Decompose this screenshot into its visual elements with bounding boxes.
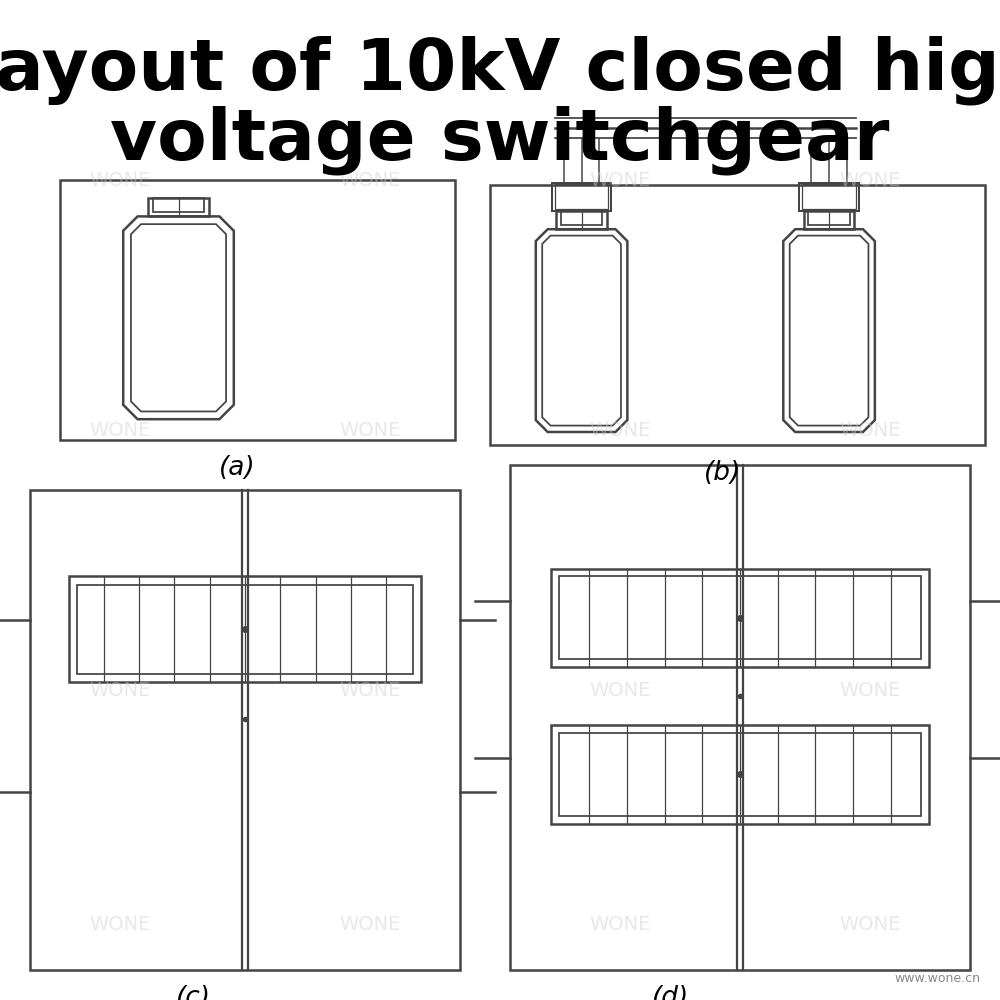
Bar bbox=[559, 733, 921, 816]
Bar bbox=[555, 184, 608, 209]
Bar bbox=[148, 198, 209, 216]
Bar bbox=[551, 725, 929, 824]
Bar bbox=[77, 585, 413, 674]
Text: WONE: WONE bbox=[89, 420, 151, 440]
Text: voltage switchgear: voltage switchgear bbox=[110, 105, 890, 175]
Text: WONE: WONE bbox=[589, 916, 651, 934]
Text: WONE: WONE bbox=[339, 680, 401, 700]
Text: WONE: WONE bbox=[589, 420, 651, 440]
Bar bbox=[561, 211, 602, 225]
Text: Layout of 10kV closed high: Layout of 10kV closed high bbox=[0, 35, 1000, 105]
Bar bbox=[551, 569, 929, 667]
Bar bbox=[808, 211, 850, 225]
Bar bbox=[153, 198, 204, 212]
Text: (c): (c) bbox=[176, 985, 211, 1000]
Text: WONE: WONE bbox=[339, 420, 401, 440]
Text: WONE: WONE bbox=[839, 680, 901, 700]
Bar bbox=[802, 184, 856, 209]
Bar bbox=[804, 211, 854, 229]
Text: WONE: WONE bbox=[589, 170, 651, 190]
Text: (b): (b) bbox=[704, 460, 741, 486]
Text: WONE: WONE bbox=[839, 170, 901, 190]
Text: www.wone.cn: www.wone.cn bbox=[894, 972, 980, 985]
Bar bbox=[490, 185, 985, 445]
Text: WONE: WONE bbox=[89, 170, 151, 190]
Bar bbox=[30, 490, 460, 970]
Text: WONE: WONE bbox=[89, 680, 151, 700]
Bar bbox=[552, 183, 611, 211]
Bar bbox=[556, 211, 607, 229]
Text: WONE: WONE bbox=[339, 916, 401, 934]
Bar bbox=[510, 465, 970, 970]
Text: WONE: WONE bbox=[339, 170, 401, 190]
Text: WONE: WONE bbox=[89, 916, 151, 934]
Text: WONE: WONE bbox=[839, 420, 901, 440]
Bar bbox=[559, 576, 921, 659]
Bar bbox=[799, 183, 859, 211]
Bar bbox=[69, 576, 421, 682]
Text: WONE: WONE bbox=[839, 916, 901, 934]
Text: (d): (d) bbox=[652, 985, 690, 1000]
Bar bbox=[60, 180, 455, 440]
Text: WONE: WONE bbox=[589, 680, 651, 700]
Text: (a): (a) bbox=[219, 455, 256, 481]
